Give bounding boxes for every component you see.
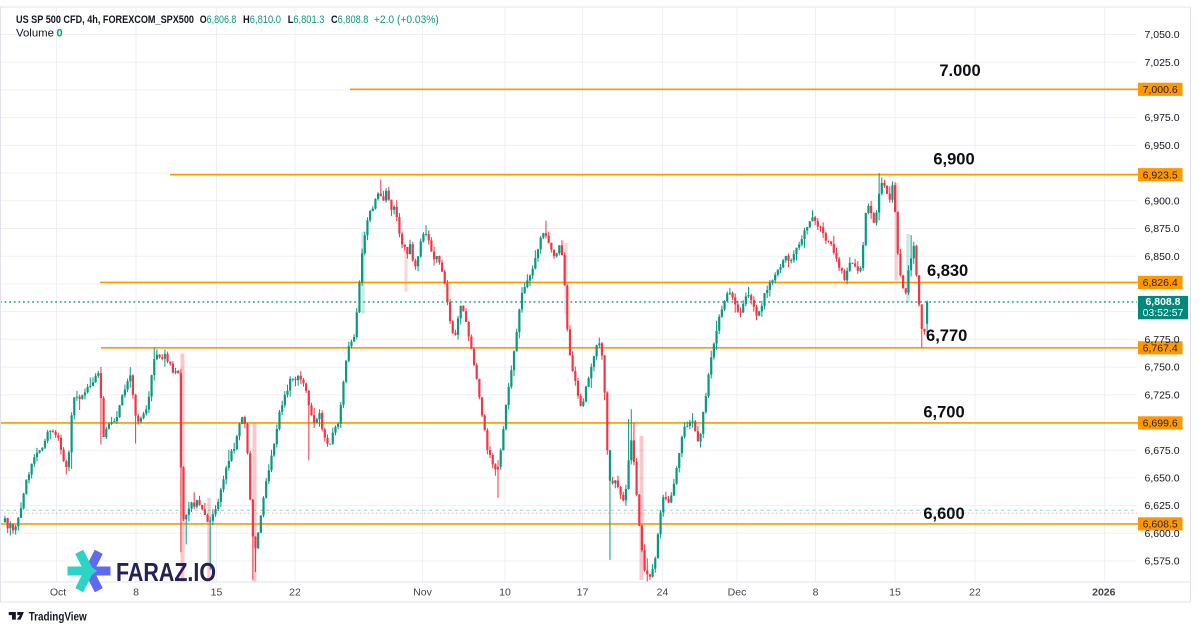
- svg-text:7,050.0: 7,050.0: [1145, 29, 1180, 41]
- svg-text:6,750.0: 6,750.0: [1145, 362, 1180, 374]
- svg-text:Volume: Volume: [16, 28, 54, 40]
- svg-text:H6,810.0: H6,810.0: [243, 14, 281, 26]
- svg-text:TradingView: TradingView: [29, 610, 87, 624]
- svg-text:6,699.6: 6,699.6: [1143, 418, 1178, 430]
- svg-text:FARAZ.IO: FARAZ.IO: [116, 557, 216, 587]
- svg-text:6,650.0: 6,650.0: [1145, 473, 1180, 485]
- svg-text:22: 22: [289, 587, 301, 599]
- svg-text:0: 0: [57, 28, 63, 40]
- svg-text:17: 17: [577, 587, 589, 599]
- svg-text:Oct: Oct: [50, 587, 66, 599]
- svg-text:6,767.4: 6,767.4: [1143, 342, 1178, 354]
- svg-text:6,770: 6,770: [926, 327, 967, 345]
- svg-text:6,675.0: 6,675.0: [1145, 445, 1180, 457]
- svg-text:24: 24: [657, 587, 669, 599]
- svg-text:6,725.0: 6,725.0: [1145, 389, 1180, 401]
- svg-text:US SP 500 CFD, 4h, FOREXCOM_SP: US SP 500 CFD, 4h, FOREXCOM_SPX500: [16, 14, 194, 26]
- svg-text:6,900: 6,900: [933, 151, 974, 169]
- svg-text:15: 15: [889, 587, 901, 599]
- svg-text:10: 10: [499, 587, 511, 599]
- svg-text:6,830: 6,830: [927, 262, 968, 280]
- svg-text:8: 8: [133, 587, 139, 599]
- svg-text:6,826.4: 6,826.4: [1143, 277, 1178, 289]
- svg-text:Nov: Nov: [413, 587, 432, 599]
- svg-text:6,975.0: 6,975.0: [1145, 112, 1180, 124]
- svg-text:6,608.5: 6,608.5: [1143, 519, 1178, 531]
- svg-text:7,000.6: 7,000.6: [1143, 84, 1178, 96]
- svg-text:6,875.0: 6,875.0: [1145, 223, 1180, 235]
- svg-text:6,600.0: 6,600.0: [1145, 528, 1180, 540]
- svg-text:7.000: 7.000: [939, 62, 980, 80]
- svg-text:6,700: 6,700: [923, 404, 964, 422]
- svg-text:6,900.0: 6,900.0: [1145, 195, 1180, 207]
- svg-text:L6,801.3: L6,801.3: [288, 14, 325, 26]
- svg-text:6,923.5: 6,923.5: [1143, 169, 1178, 181]
- svg-text:8: 8: [813, 587, 819, 599]
- svg-text:O6,806.8: O6,806.8: [200, 14, 237, 26]
- svg-text:+2.0 (+0.03%): +2.0 (+0.03%): [374, 14, 439, 26]
- svg-text:7,025.0: 7,025.0: [1145, 57, 1180, 69]
- svg-text:6,625.0: 6,625.0: [1145, 500, 1180, 512]
- svg-text:6,600: 6,600: [923, 505, 964, 523]
- svg-text:6,575.0: 6,575.0: [1145, 556, 1180, 568]
- svg-text:6,850.0: 6,850.0: [1145, 251, 1180, 263]
- svg-text:6,950.0: 6,950.0: [1145, 140, 1180, 152]
- svg-text:C6,808.8: C6,808.8: [331, 14, 368, 26]
- svg-text:15: 15: [211, 587, 223, 599]
- svg-text:6,808.8: 6,808.8: [1145, 296, 1180, 308]
- svg-text:Dec: Dec: [728, 587, 747, 599]
- svg-text:03:52:57: 03:52:57: [1143, 307, 1184, 319]
- svg-text:22: 22: [969, 587, 981, 599]
- svg-text:6,775.0: 6,775.0: [1145, 334, 1180, 346]
- svg-text:2026: 2026: [1092, 587, 1116, 599]
